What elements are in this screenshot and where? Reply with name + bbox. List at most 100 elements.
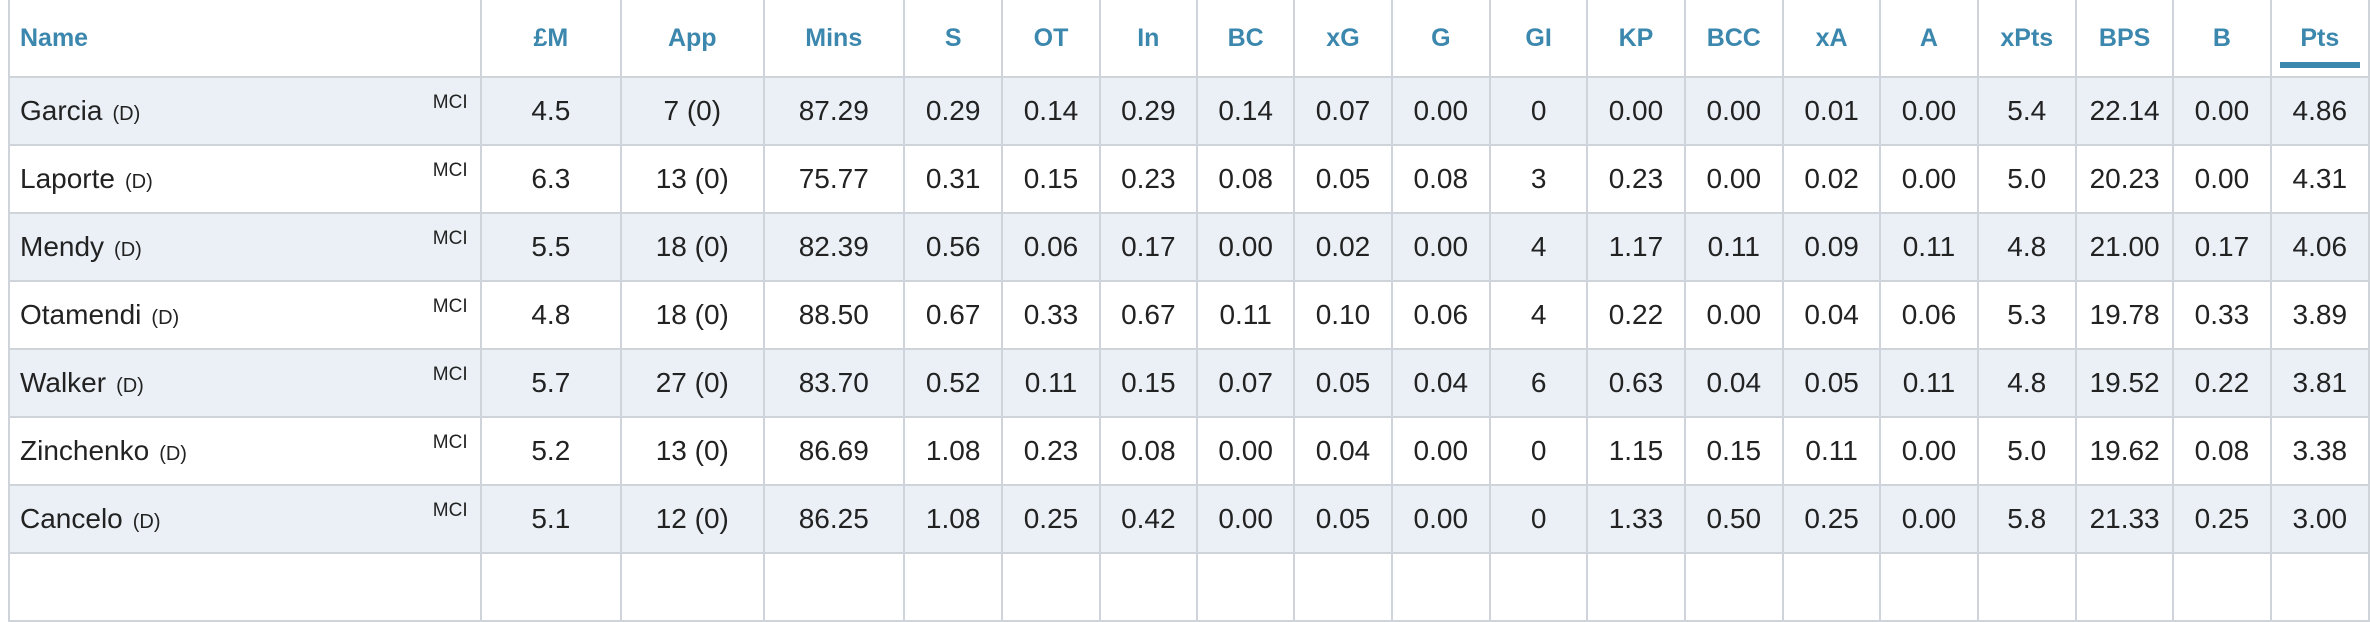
stat-cell: 18 (0) [620, 280, 765, 350]
stat-cell: 4.5 [479, 76, 623, 146]
stat-cell: 1.08 [902, 484, 1004, 554]
table-row[interactable]: Laporte (D) MCI 6.3 13 (0) 75.77 0.31 0.15 0.23 0… [8, 144, 2370, 214]
stat-cell [2074, 552, 2175, 622]
player-name[interactable]: Zinchenko [20, 435, 150, 466]
column-header-name[interactable]: Name [8, 0, 482, 78]
column-header-ot[interactable]: OT [1001, 0, 1101, 78]
column-header-in[interactable]: In [1098, 0, 1198, 78]
column-header-xpts[interactable]: xPts [1976, 0, 2077, 78]
stat-cell: 0.08 [1390, 144, 1491, 214]
column-header-kp[interactable]: KP [1586, 0, 1686, 78]
column-header-price-m[interactable]: £M [479, 0, 623, 78]
stat-cell: 0.22 [1586, 280, 1686, 350]
stat-cell: 0.00 [2172, 144, 2272, 214]
column-header-bcc[interactable]: BCC [1683, 0, 1784, 78]
stat-cell: 0.04 [1390, 348, 1491, 418]
stat-cell [1001, 552, 1101, 622]
column-header-xg[interactable]: xG [1293, 0, 1393, 78]
table-row[interactable]: Zinchenko (D) MCI 5.2 13 (0) 86.69 1.08 0.23 0.0… [8, 416, 2370, 486]
stat-cell: 0.06 [1001, 212, 1101, 282]
column-header-gi[interactable]: GI [1488, 0, 1589, 78]
player-name[interactable]: Otamendi [20, 299, 142, 330]
stat-cell: 0.23 [1586, 144, 1686, 214]
column-header-a[interactable]: A [1879, 0, 1979, 78]
column-header-app[interactable]: App [620, 0, 765, 78]
stat-cell: 0.11 [1879, 212, 1979, 282]
stat-cell: 0.00 [1390, 484, 1491, 554]
column-header-s[interactable]: S [902, 0, 1004, 78]
table-row[interactable]: Walker (D) MCI 5.7 27 (0) 83.70 0.52 0.11 0.15 0.… [8, 348, 2370, 418]
stat-cell: 5.3 [1976, 280, 2077, 350]
stat-cell [2172, 552, 2272, 622]
stat-cell: 0.07 [1195, 348, 1296, 418]
stat-cell: 0.25 [1001, 484, 1101, 554]
stat-cell: 0.08 [2172, 416, 2272, 486]
player-name[interactable]: Mendy [20, 231, 105, 262]
stat-cell: 4 [1488, 280, 1589, 350]
player-name[interactable]: Laporte [20, 163, 115, 194]
stat-cell [1683, 552, 1784, 622]
stat-cell: 3 [1488, 144, 1589, 214]
stat-cell: 0.15 [1098, 348, 1198, 418]
stat-cell [620, 552, 765, 622]
stat-cell: 5.2 [479, 416, 623, 486]
stat-cell: 4.31 [2269, 144, 2370, 214]
stat-cell: 0.00 [1390, 416, 1491, 486]
stat-cell: 0.00 [1390, 76, 1491, 146]
player-name[interactable]: Garcia [20, 95, 103, 126]
column-header-xa[interactable]: xA [1781, 0, 1882, 78]
stat-cell: 0.56 [902, 212, 1004, 282]
stat-cell: 0.25 [2172, 484, 2272, 554]
column-header-bps[interactable]: BPS [2074, 0, 2175, 78]
column-header-g[interactable]: G [1390, 0, 1491, 78]
stat-cell: 0.11 [1879, 348, 1979, 418]
column-header-bc[interactable]: BC [1195, 0, 1296, 78]
stat-cell: 13 (0) [620, 144, 765, 214]
table-row[interactable] [8, 552, 2370, 622]
stat-cell: 0.14 [1195, 76, 1296, 146]
stat-cell: 0.29 [902, 76, 1004, 146]
stat-cell: 5.0 [1976, 416, 2077, 486]
player-name[interactable]: Walker [20, 367, 107, 398]
stat-cell: 27 (0) [620, 348, 765, 418]
stat-cell [2269, 552, 2370, 622]
stat-cell [1098, 552, 1198, 622]
player-team: MCI [432, 296, 468, 317]
stat-cell: 0.33 [1001, 280, 1101, 350]
stat-cell: 5.7 [479, 348, 623, 418]
column-header-b[interactable]: B [2172, 0, 2272, 78]
player-position: (D) [116, 375, 144, 397]
table-row[interactable]: Mendy (D) MCI 5.5 18 (0) 82.39 0.56 0.06 0.17 0.0… [8, 212, 2370, 282]
table-row[interactable]: Cancelo (D) MCI 5.1 12 (0) 86.25 1.08 0.25 0.42 0… [8, 484, 2370, 554]
table-body: Garcia (D) MCI 4.5 7 (0) 87.29 0.29 0.14 0.29 0.1… [8, 76, 2370, 622]
stat-cell: 0.15 [1683, 416, 1784, 486]
table-row[interactable]: Otamendi (D) MCI 4.8 18 (0) 88.50 0.67 0.33 0.67… [8, 280, 2370, 350]
stat-cell: 0.52 [902, 348, 1004, 418]
stat-cell: 0.00 [1683, 76, 1784, 146]
stat-cell: 0.14 [1001, 76, 1101, 146]
player-name[interactable]: Cancelo [20, 503, 123, 534]
stat-cell: 3.81 [2269, 348, 2370, 418]
stat-cell: 0.04 [1293, 416, 1393, 486]
stat-cell: 1.17 [1586, 212, 1686, 282]
stat-cell: 0.05 [1781, 348, 1882, 418]
stat-cell: 0.11 [1195, 280, 1296, 350]
stat-cell: 0.00 [1390, 212, 1491, 282]
stat-cell [1879, 552, 1979, 622]
stat-cell: 87.29 [762, 76, 906, 146]
stat-cell: 0 [1488, 76, 1589, 146]
stat-cell [1781, 552, 1882, 622]
stat-cell: 5.4 [1976, 76, 2077, 146]
stat-cell: 0.29 [1098, 76, 1198, 146]
column-header-mins[interactable]: Mins [762, 0, 906, 78]
stat-cell: 5.8 [1976, 484, 2077, 554]
stat-cell [1293, 552, 1393, 622]
stat-cell: 0.01 [1781, 76, 1882, 146]
table-row[interactable]: Garcia (D) MCI 4.5 7 (0) 87.29 0.29 0.14 0.29 0.1… [8, 76, 2370, 146]
stat-cell: 86.25 [762, 484, 906, 554]
stat-cell [762, 552, 906, 622]
column-header-pts[interactable]: Pts [2269, 0, 2370, 78]
stat-cell: 0.23 [1098, 144, 1198, 214]
stat-cell: 4.06 [2269, 212, 2370, 282]
